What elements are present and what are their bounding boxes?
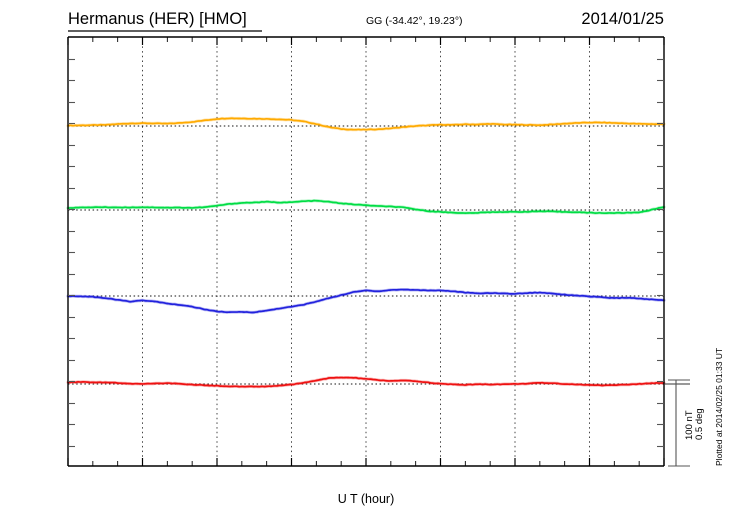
geographic-coordinates: GG (-34.42°, 19.23°) (366, 15, 463, 27)
scale-bar: 100 nT 0.5 deg (668, 379, 705, 467)
scale-bar-nt-label: 100 nT (684, 410, 695, 440)
x-axis-title: U T (hour) (338, 492, 395, 506)
observation-date: 2014/01/25 (581, 10, 664, 28)
station-title: Hermanus (HER) [HMO] (68, 10, 247, 28)
y-axis-ticks (68, 58, 664, 448)
plotted-timestamp: Plotted at 2014/02/25 01:33 UT (714, 348, 724, 466)
scale-bar-deg-label: 0.5 deg (694, 408, 705, 440)
gridlines (142, 37, 590, 466)
component-traces (66, 116, 666, 389)
x-axis-ticks (67, 37, 665, 466)
